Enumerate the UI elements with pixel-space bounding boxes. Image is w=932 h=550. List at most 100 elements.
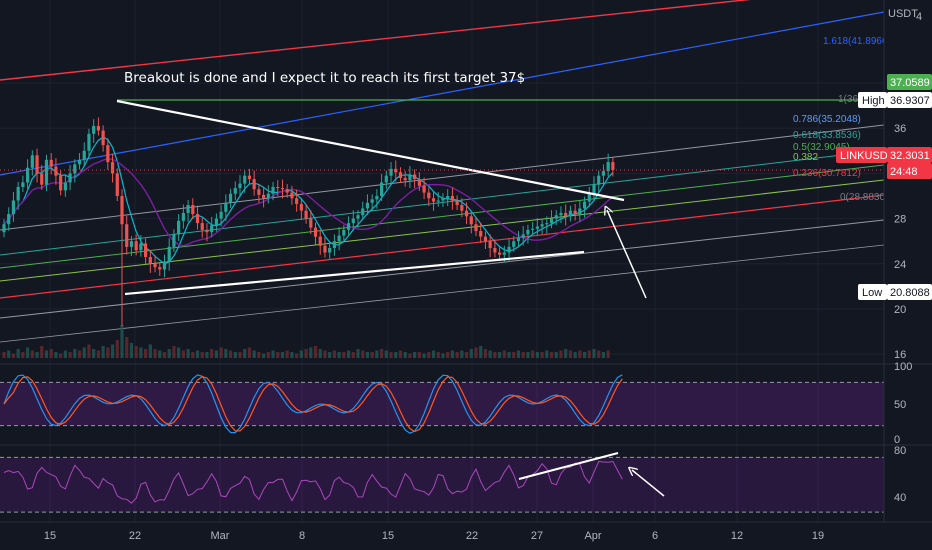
- candle: [172, 229, 176, 252]
- volume-bar: [309, 347, 313, 358]
- descending-trendline: [116, 99, 625, 202]
- candle: [540, 219, 544, 235]
- candle: [115, 168, 119, 202]
- candle-body: [370, 199, 374, 203]
- candle-body: [309, 218, 313, 228]
- candle: [455, 195, 459, 211]
- volume-bar: [262, 353, 266, 358]
- rsi-line: [3, 460, 623, 504]
- candle: [328, 242, 332, 259]
- time-axis[interactable]: 15 22 Mar 8 15 22 27 Apr 6 12 19: [0, 521, 932, 542]
- volume-bar: [106, 347, 110, 358]
- volume-bar: [276, 352, 280, 358]
- candle-body: [375, 196, 379, 200]
- candle-body: [346, 223, 351, 230]
- candle-body: [205, 229, 209, 233]
- price-tag-box: [887, 163, 932, 179]
- candle-body: [247, 175, 252, 180]
- candle-body: [82, 150, 86, 160]
- rsi-band: [0, 457, 884, 513]
- candle-body: [266, 193, 270, 199]
- volume-bar: [290, 352, 294, 358]
- volume-bar: [545, 350, 549, 358]
- volume-bar: [507, 352, 511, 358]
- volume-bar: [455, 352, 459, 358]
- candle-body: [21, 182, 25, 187]
- candle: [228, 188, 233, 208]
- price-tag-value: 24:48: [890, 166, 918, 178]
- volume-bar: [521, 352, 525, 358]
- candle-body: [210, 225, 214, 233]
- ma-fast: [3, 136, 614, 265]
- volume-bar: [318, 349, 322, 358]
- x-tick-4: 15: [382, 530, 394, 542]
- candle-body: [564, 212, 568, 217]
- volume-bar: [535, 352, 539, 358]
- candle: [446, 189, 450, 207]
- volume-bar: [342, 352, 346, 358]
- candle: [30, 150, 34, 176]
- volume-bar: [101, 346, 105, 358]
- candle-body: [592, 184, 596, 194]
- volume-bar: [564, 349, 568, 358]
- candle-body: [526, 229, 530, 235]
- candle-body: [540, 224, 544, 227]
- candle: [214, 213, 218, 232]
- volume-bar: [26, 347, 30, 358]
- currency-unit[interactable]: USDT: [888, 8, 918, 20]
- volume-bar: [597, 350, 601, 358]
- price-tag-3: 24:48: [887, 163, 932, 179]
- candle-body: [101, 130, 105, 146]
- candle-body: [545, 223, 549, 225]
- price-tag-value: 32.3031: [890, 150, 930, 162]
- candle: [101, 125, 105, 152]
- candle-body: [413, 174, 417, 180]
- candle-body: [290, 192, 294, 199]
- candle-body: [214, 218, 218, 226]
- candle: [526, 224, 530, 244]
- candle-body: [568, 210, 572, 217]
- candle: [144, 238, 148, 265]
- candle-body: [512, 241, 516, 247]
- fib-label-7: 0(28.8830): [840, 192, 888, 203]
- volume-bar: [328, 352, 332, 358]
- price-tag-label: Low: [862, 287, 882, 299]
- candle: [299, 198, 303, 220]
- volume-bar: [606, 350, 610, 358]
- volume-bar: [280, 352, 285, 358]
- candle-body: [191, 205, 195, 215]
- volume-bar: [181, 350, 185, 358]
- candle-body: [559, 212, 563, 216]
- candle-body: [139, 243, 143, 251]
- volume-bar: [7, 350, 11, 358]
- candle-body: [252, 179, 256, 190]
- candle-body: [535, 226, 539, 229]
- candle: [205, 223, 209, 242]
- x-tick-2: Mar: [211, 530, 230, 542]
- volume-bar: [44, 350, 49, 358]
- price-tag-1: High 36.9307: [858, 92, 932, 108]
- price-tag-box: [887, 284, 932, 300]
- candle: [375, 189, 379, 209]
- volume-bar: [186, 349, 190, 358]
- candle-body: [219, 211, 223, 219]
- candle-body: [120, 196, 124, 225]
- volume-bar: [177, 347, 181, 358]
- candle-body: [238, 183, 242, 189]
- candle-body: [464, 210, 469, 217]
- candle: [479, 222, 483, 244]
- volume-bar: [257, 352, 261, 358]
- volume-bar: [195, 350, 200, 358]
- candle-body: [167, 246, 171, 262]
- price-axis[interactable]: 4162024283236401005008040: [883, 0, 922, 522]
- candle-body: [431, 198, 436, 202]
- volume-bar: [446, 352, 450, 358]
- candle-body: [441, 198, 445, 201]
- candle: [512, 236, 516, 252]
- candle-body: [295, 198, 299, 204]
- volume-bar: [63, 350, 67, 358]
- fib-label-0: 1.618(41.8966): [823, 36, 891, 47]
- candle-body: [573, 210, 577, 215]
- volume-bar: [295, 353, 299, 358]
